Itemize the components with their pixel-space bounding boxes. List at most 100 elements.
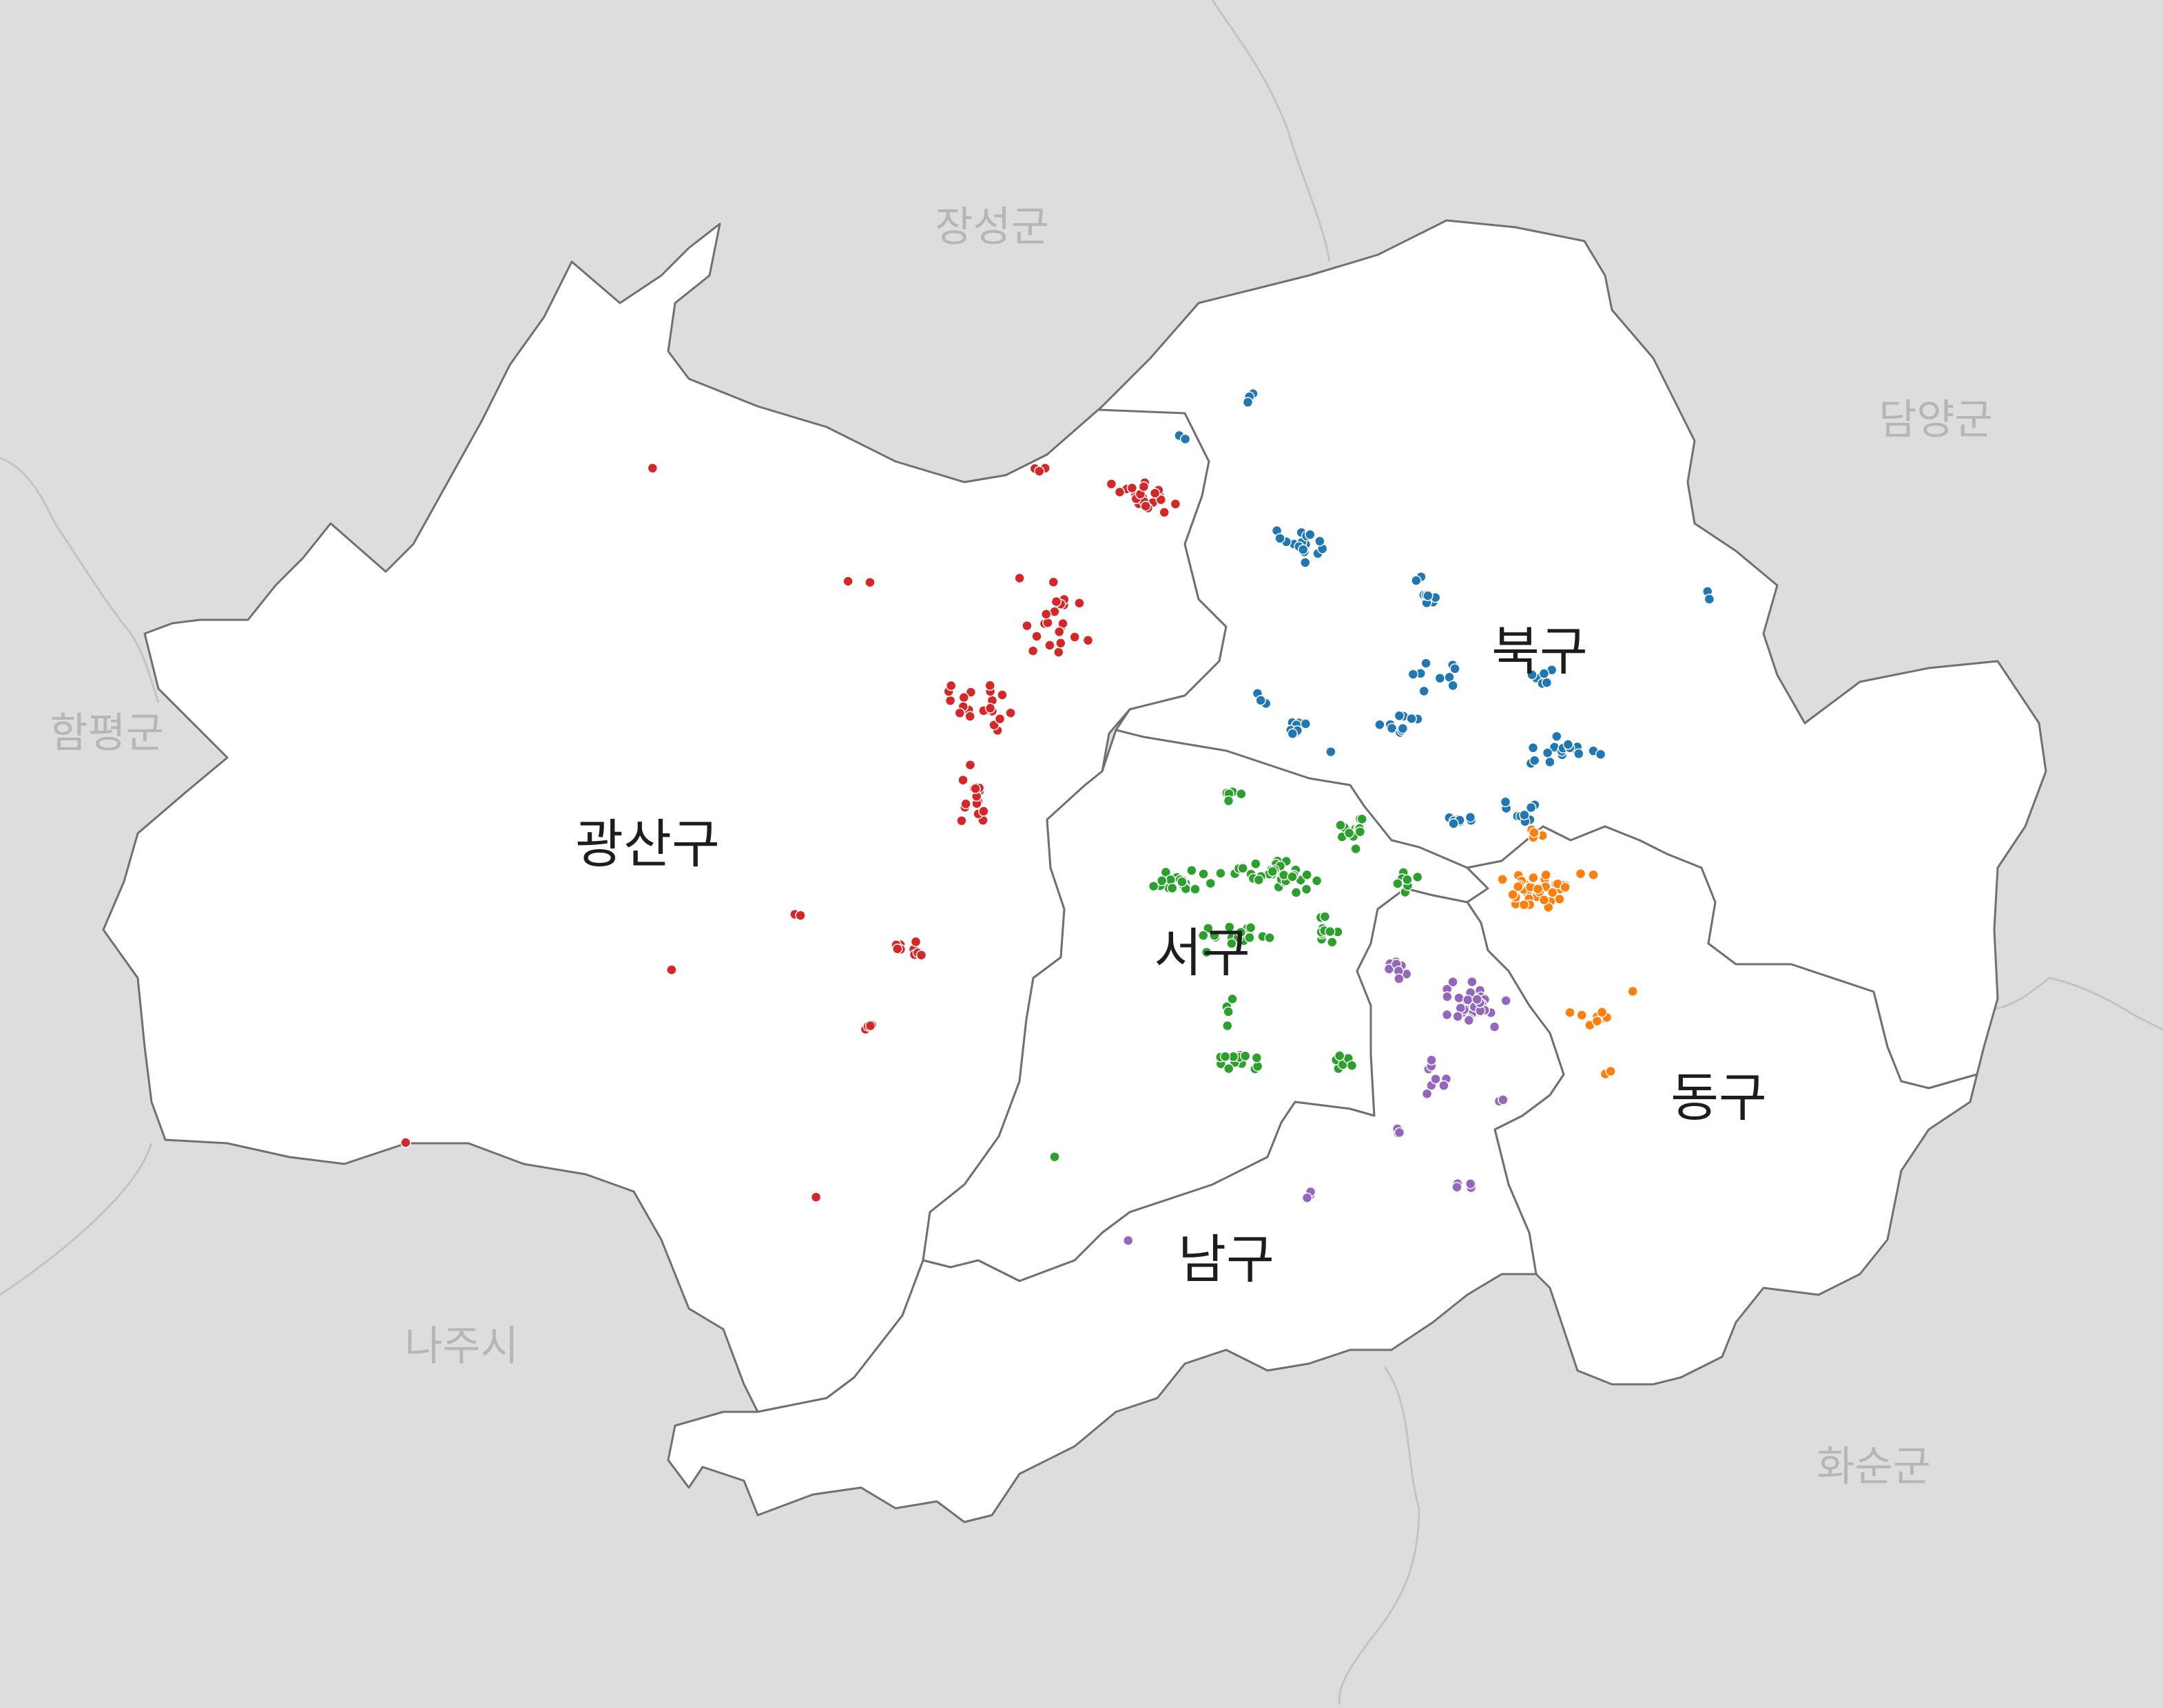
point-gwangsan (1031, 631, 1042, 642)
point-nam (1500, 995, 1511, 1006)
point-gwangsan (1140, 501, 1151, 512)
point-seo (1325, 926, 1336, 937)
point-seo (1278, 869, 1290, 881)
point-gwangsan (1005, 707, 1016, 718)
point-gwangsan (1126, 482, 1138, 494)
district-labels: 광산구 북구 서구 남구 동구 (575, 621, 1767, 1290)
point-gwangsan (1042, 617, 1053, 628)
point-seo (1226, 938, 1237, 949)
point-nam (1430, 1073, 1441, 1085)
point-nam (1122, 1235, 1134, 1246)
point-gwangsan (892, 943, 903, 955)
point-dong (1591, 1015, 1603, 1027)
point-dong (1547, 887, 1558, 898)
point-dong (1529, 827, 1540, 838)
point-buk (1500, 796, 1511, 808)
point-seo (1215, 868, 1226, 879)
point-gwangsan (1048, 576, 1059, 587)
point-gwangsan (1051, 596, 1062, 607)
point-buk (1595, 749, 1606, 760)
point-gwangsan (1170, 499, 1181, 510)
point-dong (1518, 899, 1530, 910)
boundary-line (1338, 1366, 1420, 1705)
point-gwangsan (978, 806, 989, 817)
point-buk (1386, 722, 1398, 734)
point-seo (1301, 884, 1312, 895)
point-gwangsan (810, 1191, 822, 1203)
point-dong (1575, 868, 1586, 879)
point-nam (1441, 1009, 1453, 1021)
point-buk (1525, 802, 1537, 813)
point-seo (1166, 882, 1178, 894)
point-buk (1300, 718, 1312, 729)
point-seo (1235, 926, 1247, 938)
point-nam (1463, 1014, 1475, 1026)
point-gwangsan (647, 463, 659, 474)
point-nam (1467, 976, 1478, 988)
point-gwangsan (1149, 488, 1161, 499)
point-gwangsan (865, 576, 876, 588)
point-gwangsan (954, 707, 966, 719)
point-seo (1264, 932, 1275, 944)
point-seo (1267, 866, 1279, 877)
point-gwangsan (984, 680, 995, 691)
point-dong (1560, 882, 1571, 893)
point-seo (1236, 788, 1247, 800)
boundary-line (1994, 977, 2163, 1031)
point-dong (1532, 884, 1544, 895)
point-gwangsan (795, 910, 806, 921)
point-buk (1287, 728, 1298, 740)
point-buk (1411, 575, 1422, 586)
point-seo (1350, 843, 1361, 855)
point-buk (1449, 663, 1460, 674)
point-buk (1562, 739, 1574, 750)
point-gwangsan (910, 936, 922, 948)
point-buk (1538, 668, 1550, 679)
point-dong (1564, 1007, 1575, 1018)
point-gwangsan (1159, 507, 1170, 518)
point-seo (1301, 869, 1312, 880)
district-label-seo: 서구 (1154, 922, 1250, 983)
point-nam (1489, 1021, 1500, 1032)
point-nam (1465, 1178, 1476, 1189)
point-gwangsan (1074, 597, 1085, 609)
point-seo (1205, 877, 1217, 889)
point-nam (1301, 1192, 1313, 1203)
point-dong (1605, 1065, 1616, 1077)
point-gwangsan (1055, 638, 1066, 649)
point-buk (1551, 731, 1562, 742)
point-seo (1287, 871, 1298, 882)
point-seo (1223, 1006, 1234, 1017)
point-seo (1177, 876, 1188, 888)
point-nam (1442, 991, 1453, 1002)
point-buk (1297, 544, 1309, 555)
point-gwangsan (400, 1137, 411, 1148)
point-gwangsan (1040, 609, 1052, 620)
point-buk (1407, 669, 1419, 680)
district-area-nam[interactable] (667, 887, 1565, 1523)
point-nam (1426, 1054, 1437, 1065)
boundary-line (1211, 0, 1331, 262)
point-nam (1462, 994, 1473, 1006)
point-seo (1354, 826, 1366, 837)
point-seo (1227, 993, 1238, 1005)
point-buk (1529, 755, 1540, 766)
point-buk (1314, 536, 1325, 547)
point-dong (1507, 889, 1518, 900)
district-label-dong: 동구 (1670, 1067, 1767, 1128)
point-seo (1219, 1051, 1231, 1062)
point-buk (1418, 685, 1429, 697)
point-gwangsan (960, 798, 971, 810)
point-dong (1497, 874, 1508, 885)
point-seo (1148, 880, 1159, 892)
point-gwangsan (865, 1020, 876, 1032)
point-buk (1406, 713, 1417, 725)
point-dong (1528, 872, 1539, 884)
neighbor-label-damyang: 담양군 (1879, 396, 1993, 444)
district-label-buk: 북구 (1491, 621, 1588, 682)
point-buk (1179, 433, 1191, 445)
point-gwangsan (964, 759, 976, 771)
district-label-nam: 남구 (1178, 1229, 1274, 1290)
point-nam (1447, 977, 1458, 988)
point-buk (1420, 658, 1431, 669)
